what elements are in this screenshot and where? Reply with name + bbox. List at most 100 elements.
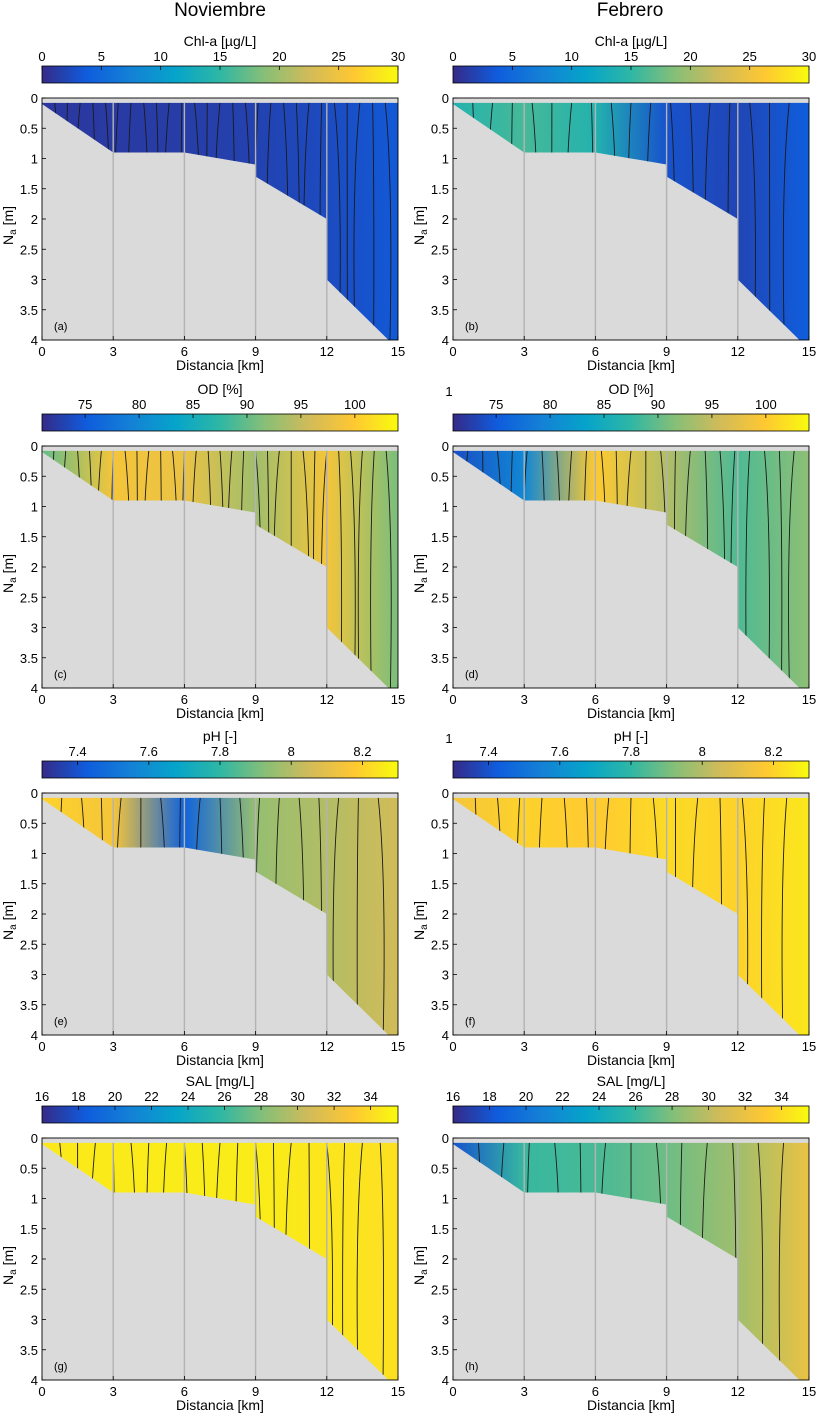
x-tick-label: 12	[731, 692, 745, 707]
colorbar-tick-label: 95	[705, 397, 719, 412]
chart-g: SAL [mg/L]16 18 20 22 24 26 28 30 32 340 3 6 9 12 15Di…	[0, 1073, 405, 1413]
x-tick-label: 0	[449, 692, 456, 707]
x-tick-label: 0	[38, 1384, 45, 1399]
y-tick-label: 1.5	[431, 530, 449, 545]
y-tick-label: 0	[442, 91, 449, 106]
contour-line	[353, 102, 361, 340]
contour-line	[764, 450, 770, 688]
x-tick-label: 3	[110, 692, 117, 707]
colorbar-tick-label: 30	[290, 1089, 304, 1104]
y-tick-label: 2.5	[431, 590, 449, 605]
contour-line	[350, 450, 356, 688]
contour-line	[379, 1142, 384, 1380]
colorbar-label: pH [-]	[203, 728, 237, 744]
y-tick-label: 1	[442, 1192, 449, 1207]
colorbar-tick-label: 7.4	[69, 744, 87, 759]
x-tick-label: 6	[181, 1384, 188, 1399]
colorbar-tick-label: 8	[288, 744, 295, 759]
x-tick-label: 6	[592, 692, 599, 707]
x-tick-label: 0	[449, 1039, 456, 1054]
y-tick-label: 0.5	[20, 816, 38, 831]
y-tick-label: 0	[31, 91, 38, 106]
colorbar-tick-label: 80	[132, 397, 146, 412]
contour-line	[370, 450, 375, 688]
contour-line	[372, 102, 375, 340]
y-tick-label: 3.5	[431, 303, 449, 318]
y-tick-label: 1	[31, 500, 38, 515]
y-tick-label: 2	[31, 560, 38, 575]
colorbar-tick-label: 90	[240, 397, 254, 412]
x-axis-label: Distancia [km]	[587, 1397, 675, 1413]
colorbar-tick-label: 18	[482, 1089, 496, 1104]
panel-label: (e)	[54, 1016, 67, 1028]
x-tick-label: 9	[663, 1384, 670, 1399]
y-tick-label: 1	[442, 500, 449, 515]
y-tick-label: 3.5	[20, 1343, 38, 1358]
x-axis-label: Distancia [km]	[176, 1397, 264, 1413]
colorbar-label: pH [-]	[614, 728, 648, 744]
colorbar	[452, 413, 810, 432]
panel-label: (g)	[54, 1361, 67, 1373]
y-tick-label: 3.5	[20, 303, 38, 318]
colorbar-tick-label: 95	[294, 397, 308, 412]
panel-label: (b)	[465, 321, 478, 333]
y-tick-label: 0.5	[20, 1161, 38, 1176]
colorbar-tick-label: 16	[35, 1089, 49, 1104]
x-axis-label: Distancia [km]	[176, 1052, 264, 1068]
colorbar-tick-label: 15	[213, 49, 227, 64]
y-axis-label: Na [m]	[411, 1246, 430, 1285]
x-tick-label: 3	[521, 692, 528, 707]
colorbar-tick-label: 8.2	[764, 744, 782, 759]
colorbar-tick-label: 26	[217, 1089, 231, 1104]
y-tick-label: 3	[442, 968, 449, 983]
contour-line	[782, 102, 790, 340]
y-tick-label: 1.5	[20, 182, 38, 197]
x-tick-label: 0	[38, 1039, 45, 1054]
x-axis-label: Distancia [km]	[587, 357, 675, 373]
x-tick-label: 6	[181, 344, 188, 359]
colorbar-tick-label: 8	[699, 744, 706, 759]
x-tick-label: 9	[252, 692, 259, 707]
x-axis-label: Distancia [km]	[176, 357, 264, 373]
x-tick-label: 6	[592, 344, 599, 359]
x-tick-label: 12	[731, 1384, 745, 1399]
y-tick-label: 1.5	[431, 182, 449, 197]
x-tick-label: 6	[181, 1039, 188, 1054]
x-tick-label: 3	[521, 344, 528, 359]
contour-line	[377, 797, 385, 1035]
y-tick-label: 4	[442, 1373, 449, 1388]
colorbar-tick-label: 8.2	[353, 744, 371, 759]
colorbar-label: SAL [mg/L]	[186, 1073, 255, 1089]
colorbar-tick-label: 26	[628, 1089, 642, 1104]
x-tick-label: 15	[802, 344, 816, 359]
y-tick-label: 3.5	[431, 1343, 449, 1358]
colorbar-tick-label: 10	[564, 49, 578, 64]
contour-line	[357, 450, 363, 688]
contour-line	[356, 1142, 363, 1380]
x-tick-label: 9	[663, 344, 670, 359]
panel-label: (h)	[465, 1361, 478, 1373]
colorbar-tick-label: 7.4	[480, 744, 498, 759]
x-tick-label: 6	[592, 1039, 599, 1054]
y-tick-label: 0	[31, 439, 38, 454]
y-tick-label: 0.5	[431, 121, 449, 136]
contour-line	[778, 450, 783, 688]
chart-b: Chl-a [µg/L]0 5 10 15 20 25 300 3 6 9 12 15Distanci…	[411, 33, 816, 373]
contour-line	[757, 1142, 764, 1380]
y-tick-label: 2.5	[20, 1282, 38, 1297]
x-tick-label: 3	[521, 1384, 528, 1399]
column-title-febrero: Febrero	[596, 0, 664, 21]
y-tick-label: 3	[31, 1313, 38, 1328]
colorbar-tick-label: 34	[774, 1089, 788, 1104]
y-tick-label: 0.5	[20, 121, 38, 136]
water-section	[42, 102, 398, 340]
y-tick-label: 4	[442, 681, 449, 696]
x-tick-label: 0	[38, 692, 45, 707]
colorbar-tick-label: 85	[186, 397, 200, 412]
x-tick-label: 12	[320, 1384, 334, 1399]
colorbar-tick-label: 0	[38, 49, 45, 64]
x-tick-label: 12	[731, 344, 745, 359]
